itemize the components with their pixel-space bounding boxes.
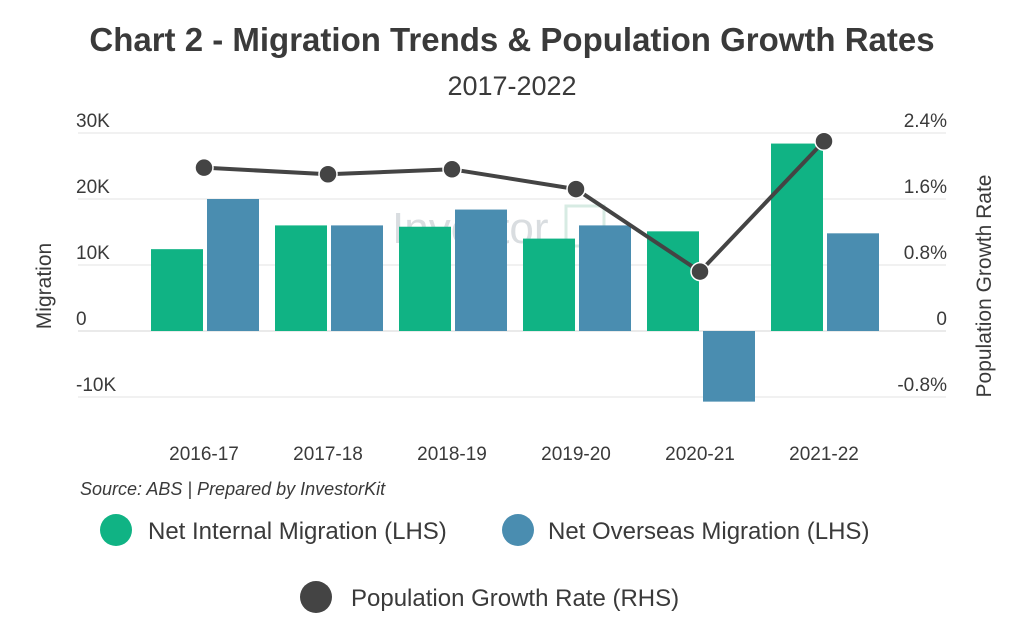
bar-internal-2016-17 (151, 249, 203, 331)
bar-internal-2017-18 (275, 225, 327, 331)
y-right-tick-label: 0 (936, 309, 947, 330)
bar-internal-2018-19 (399, 226, 451, 331)
x-tick-label: 2019-20 (541, 444, 611, 465)
x-tick-label: 2016-17 (169, 444, 239, 465)
growth-point-2017-18 (318, 164, 338, 184)
legend-internal-label: Net Internal Migration (LHS) (148, 518, 447, 545)
bars (151, 143, 879, 402)
x-tick-label: 2017-18 (293, 444, 363, 465)
legend-internal-marker (100, 514, 132, 546)
chart-title: Chart 2 - Migration Trends & Population … (89, 21, 934, 58)
y-left-tick-label: 30K (76, 111, 110, 132)
bar-internal-2019-20 (523, 238, 575, 331)
growth-point-2019-20 (566, 179, 586, 199)
x-tick-label: 2018-19 (417, 444, 487, 465)
legend-growth-label: Population Growth Rate (RHS) (351, 585, 679, 612)
bar-overseas-2021-22 (827, 233, 879, 331)
x-tick-label: 2020-21 (665, 444, 735, 465)
x-tick-label: 2021-22 (789, 444, 859, 465)
legend-growth-marker (300, 581, 332, 613)
bar-internal-2020-21 (647, 231, 699, 331)
y-left-tick-label: 0 (76, 309, 87, 330)
bar-overseas-2018-19 (455, 209, 507, 331)
bar-overseas-2020-21 (703, 331, 755, 402)
y-right-tick-label: 2.4% (904, 111, 947, 132)
bar-overseas-2017-18 (331, 225, 383, 331)
growth-line (194, 131, 834, 282)
y-left-tick-label: -10K (76, 375, 116, 396)
y-right-tick-label: -0.8% (897, 375, 947, 396)
bar-overseas-2016-17 (207, 199, 259, 331)
y-left-tick-label: 20K (76, 177, 110, 198)
growth-rate-line (203, 139, 826, 274)
source-note: Source: ABS | Prepared by InvestorKit (80, 479, 386, 499)
y-right-tick-label: 0.8% (904, 243, 947, 264)
growth-point-2020-21 (690, 261, 710, 282)
growth-point-2018-19 (442, 159, 462, 180)
legend-overseas-marker (502, 514, 534, 546)
y-right-axis-title: Population Growth Rate (973, 175, 996, 398)
y-left-tick-label: 10K (76, 243, 110, 264)
legend-overseas-label: Net Overseas Migration (LHS) (548, 518, 869, 545)
y-right-tick-label: 1.6% (904, 177, 947, 198)
y-left-axis-title: Migration (33, 243, 56, 329)
growth-point-2021-22 (814, 131, 834, 151)
legend: Net Internal Migration (LHS) Net Oversea… (100, 514, 869, 613)
bar-internal-2021-22 (771, 143, 823, 331)
bar-overseas-2019-20 (579, 225, 631, 331)
axis-ticks: 30K 20K 10K 0 -10K 2.4% 1.6% 0.8% 0 -0.8% 2016-17 2… (76, 111, 947, 465)
growth-point-2016-17 (194, 157, 214, 178)
chart-subtitle: 2017-2022 (447, 71, 576, 101)
